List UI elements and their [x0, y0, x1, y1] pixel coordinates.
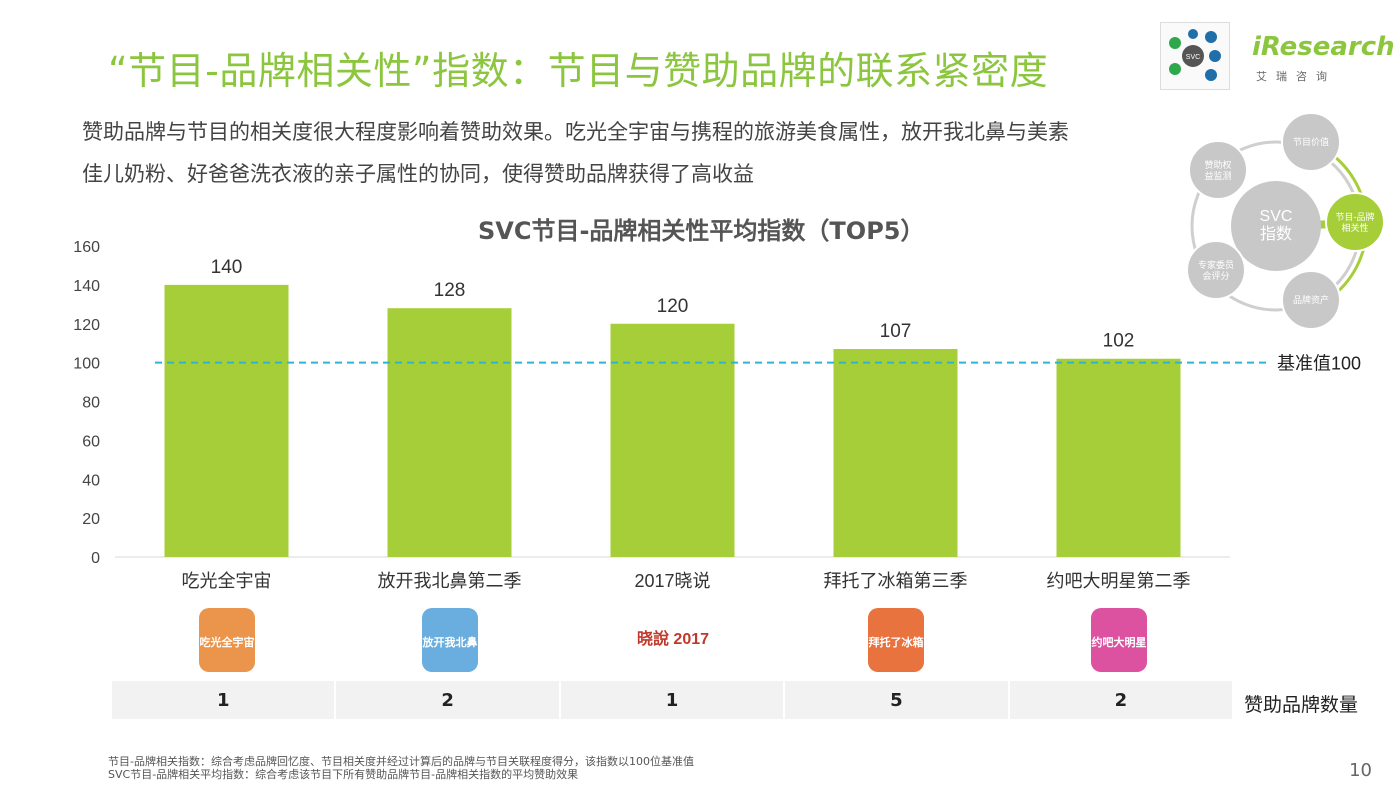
page-number: 10: [1349, 760, 1372, 781]
bar: [834, 349, 958, 557]
y-tick-label: 140: [73, 278, 100, 295]
bar-value-label: 102: [1103, 331, 1135, 352]
y-tick-label: 20: [82, 511, 100, 528]
x-tick-label: 吃光全宇宙: [182, 571, 272, 591]
svg-text:吃光全宇宙: 吃光全宇宙: [199, 635, 254, 649]
x-tick-label: 2017晓说: [634, 571, 710, 591]
bar-value-label: 140: [211, 257, 243, 278]
x-tick-label: 约吧大明星第二季: [1047, 571, 1191, 591]
y-tick-label: 60: [82, 433, 100, 450]
y-tick-label: 80: [82, 395, 100, 412]
bar: [1057, 359, 1181, 557]
sponsor-count-cell: 2: [1010, 681, 1232, 719]
program-logo: 晓說 2017: [631, 602, 715, 678]
svg-text:约吧大明星: 约吧大明星: [1091, 635, 1146, 649]
sponsor-count-cell: 5: [785, 681, 1009, 719]
y-tick-label: 100: [73, 356, 100, 373]
y-tick-label: 0: [91, 550, 100, 567]
x-tick-label: 拜托了冰箱第三季: [824, 571, 968, 591]
bar: [165, 285, 289, 557]
program-logo: 拜托了冰箱: [854, 602, 938, 678]
program-logo: 放开我北鼻: [408, 602, 492, 678]
program-logo: 约吧大明星: [1077, 602, 1161, 678]
baseline-label: 基准值100: [1277, 354, 1361, 374]
svg-text:拜托了冰箱: 拜托了冰箱: [868, 635, 923, 649]
sponsor-count-cell: 2: [336, 681, 560, 719]
x-tick-label: 放开我北鼻第二季: [378, 571, 522, 591]
bar-value-label: 128: [434, 280, 466, 301]
bar-value-label: 107: [880, 321, 912, 342]
bar: [611, 324, 735, 557]
y-tick-label: 160: [73, 239, 100, 256]
program-logo: 吃光全宇宙: [185, 602, 269, 678]
sponsor-count-label: 赞助品牌数量: [1244, 690, 1358, 717]
sponsor-count-cell: 1: [561, 681, 785, 719]
bar-value-label: 120: [657, 296, 689, 317]
sponsor-count-cell: 1: [112, 681, 336, 719]
svg-text:晓說 2017: 晓說 2017: [636, 629, 708, 648]
svg-text:放开我北鼻: 放开我北鼻: [421, 635, 477, 649]
y-tick-label: 120: [73, 317, 100, 334]
bar: [388, 308, 512, 557]
footnote-2: SVC节目-品牌相关平均指数：综合考虑该节目下所有赞助品牌节目-品牌相关指数的平…: [108, 766, 578, 782]
y-tick-label: 40: [82, 472, 100, 489]
